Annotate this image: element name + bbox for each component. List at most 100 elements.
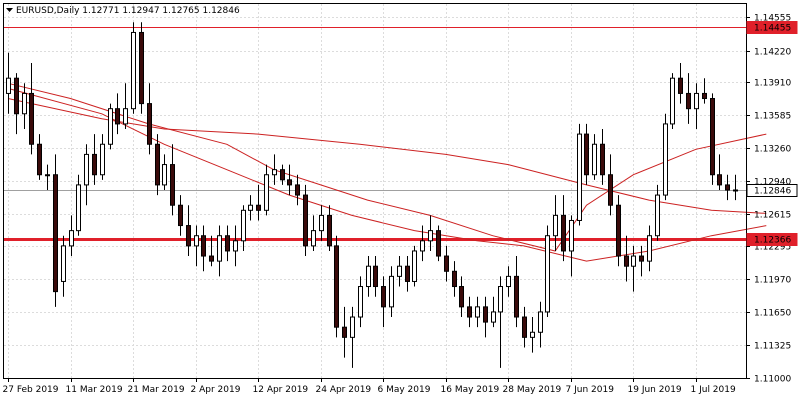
candle-body: [631, 255, 636, 267]
candle-body: [264, 174, 269, 211]
candle-body: [139, 31, 144, 105]
candle: [514, 256, 519, 328]
candle: [569, 215, 574, 277]
candle-body: [733, 189, 738, 192]
candle: [655, 184, 660, 241]
candle-body: [225, 235, 230, 252]
candle-body: [436, 230, 441, 257]
candle-body: [115, 108, 120, 125]
candle-body: [69, 230, 74, 247]
candle-body: [389, 275, 394, 308]
candle-body: [350, 316, 355, 338]
candle: [436, 225, 441, 262]
candle: [280, 164, 285, 185]
candle-body: [194, 235, 199, 247]
candle: [702, 78, 707, 104]
candle-body: [467, 306, 472, 318]
candle: [530, 317, 535, 353]
candle-body: [710, 98, 715, 176]
candle-body: [186, 225, 191, 247]
candle: [452, 261, 457, 297]
candle: [201, 225, 206, 272]
candle-body: [561, 214, 566, 252]
candle: [350, 306, 355, 368]
candle: [131, 22, 136, 114]
candle-body: [76, 184, 81, 232]
candle: [61, 235, 66, 297]
candle-body: [295, 184, 300, 196]
y-tick-label: 1.13910: [754, 79, 791, 89]
y-tick-label: 1.12295: [754, 243, 791, 253]
candle-body: [420, 240, 425, 252]
y-tick-label: 1.12615: [754, 211, 791, 221]
candle-body: [592, 143, 597, 176]
candle-body: [717, 174, 722, 186]
candle-body: [397, 265, 402, 277]
candle: [147, 83, 152, 155]
price-tag-box: [746, 21, 798, 34]
candle-body: [155, 143, 160, 186]
candle: [561, 195, 566, 262]
candle: [389, 266, 394, 318]
candle: [123, 83, 128, 130]
candle: [663, 113, 668, 201]
candle: [522, 306, 527, 348]
candle-body: [655, 194, 660, 237]
candle: [670, 73, 675, 130]
candle-body: [412, 250, 417, 282]
candle-body: [170, 164, 175, 206]
x-tick-label: 16 May 2019: [441, 385, 500, 395]
candle-body: [373, 265, 378, 288]
candle-body: [475, 306, 480, 318]
price-tag-box: [746, 233, 798, 246]
x-tick-label: 2 Apr 2019: [191, 385, 241, 395]
candle-body: [84, 153, 89, 186]
symbol-ohlc-label: EURUSD,Daily 1.12771 1.12947 1.12765 1.1…: [16, 6, 240, 16]
candle-body: [702, 92, 707, 100]
candle: [616, 195, 621, 267]
x-tick-label: 12 Apr 2019: [253, 385, 309, 395]
candle-body: [459, 286, 464, 308]
candle-body: [147, 103, 152, 145]
candle: [22, 83, 27, 130]
candle: [584, 123, 589, 185]
price-tag-label: 1.12366: [754, 236, 791, 246]
candle: [311, 215, 316, 251]
dropdown-triangle-icon[interactable]: [6, 8, 13, 12]
candle-body: [483, 306, 488, 323]
candle-body: [530, 331, 535, 338]
candle-body: [53, 174, 58, 293]
candle-body: [123, 108, 128, 125]
candle: [498, 276, 503, 368]
candle: [264, 164, 269, 216]
candle-body: [553, 214, 558, 237]
candle: [334, 235, 339, 338]
candle-body: [45, 174, 50, 177]
price-tag-box: [746, 184, 798, 197]
candle: [217, 225, 222, 277]
time-axis[interactable]: 27 Feb 2019 11 Mar 2019 21 Mar 2019 2 Apr 2…: [3, 378, 736, 395]
price-axis[interactable]: 1.14555 1.14220 1.13910 1.13585 1.13260 1.129…: [746, 14, 798, 385]
candle: [256, 184, 261, 221]
candle-body: [241, 209, 246, 242]
candle: [631, 245, 636, 292]
candle: [241, 205, 246, 251]
candle-body: [725, 184, 730, 191]
candle-body: [538, 311, 543, 333]
candle: [155, 134, 160, 196]
candle: [139, 22, 144, 114]
candle-body: [162, 164, 167, 186]
candle: [29, 62, 34, 155]
candle: [69, 215, 74, 257]
candle-body: [569, 219, 574, 252]
x-tick-label: 11 Mar 2019: [66, 385, 123, 395]
price-tag-label: 1.14455: [754, 24, 791, 34]
candle-body: [201, 235, 206, 257]
x-tick-label: 21 Mar 2019: [128, 385, 185, 395]
moving-average-line: [7, 82, 767, 252]
candle-body: [678, 77, 683, 94]
candle-body: [600, 143, 605, 176]
candle: [162, 154, 167, 190]
candle-body: [428, 230, 433, 242]
